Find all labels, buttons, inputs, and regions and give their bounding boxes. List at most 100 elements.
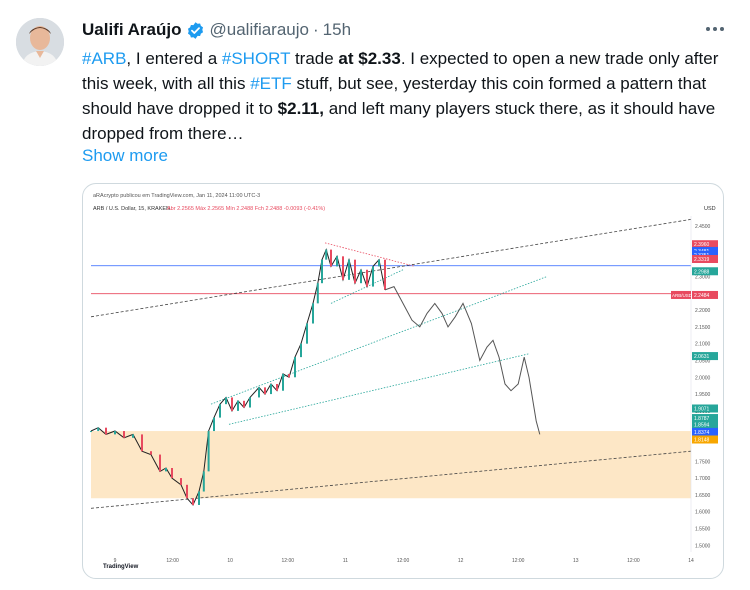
price-candle [202, 471, 205, 492]
chart-container: aRAcrypto publicou em TradingView.com, J… [89, 190, 719, 572]
x-tick-label: 9 [114, 558, 117, 564]
price-candle [180, 478, 182, 485]
price-candle [294, 357, 296, 378]
x-tick-label: 12:00 [397, 558, 410, 564]
price-candle [219, 404, 221, 418]
price-candle [141, 434, 143, 452]
x-tick-label: 12:00 [282, 558, 295, 564]
tweet-header: Ualifi Araújo @ualifiaraujo · 15h [82, 18, 351, 42]
price-candle [97, 427, 100, 432]
avatar-image [16, 18, 64, 66]
price-candle [316, 283, 319, 304]
price-badge: 1.8374 [694, 430, 710, 436]
hashtag-etf[interactable]: #ETF [250, 74, 292, 93]
price-candle [360, 269, 362, 284]
trading-chart: aRAcrypto publicou em TradingView.com, J… [89, 190, 719, 572]
chart-title: ARB / U.S. Dollar, 15, KRAKEN [93, 206, 170, 212]
author-name[interactable]: Ualifi Araújo [82, 20, 182, 39]
price-badge-bg [692, 267, 718, 276]
demand-zone [91, 431, 691, 499]
price-candle [348, 259, 350, 280]
price-candle [243, 400, 245, 408]
price-candle [150, 451, 152, 455]
more-options-icon[interactable] [706, 22, 730, 36]
x-tick-label: 11 [343, 558, 348, 564]
y-tick-label: 2.3000 [695, 274, 711, 280]
text-segment: . I expected to open a new trade only af… [82, 49, 719, 93]
hashtag-short[interactable]: #SHORT [221, 49, 291, 68]
price-candle [321, 259, 323, 284]
price-badge: 2.0631 [694, 354, 710, 360]
show-more-link[interactable]: Show more [82, 146, 168, 165]
price-candle [249, 397, 251, 408]
y-tick-label: 2.2000 [695, 308, 711, 314]
projection-path-line [384, 285, 541, 435]
price-candle [325, 249, 328, 260]
price-candle [336, 256, 338, 267]
price-candle [312, 303, 314, 324]
price-badge-bg [692, 255, 718, 264]
timestamp[interactable]: 15h [322, 20, 352, 39]
price-candle [264, 387, 266, 395]
y-tick-label: 1.5000 [695, 543, 711, 549]
x-tick-label: 12:00 [512, 558, 525, 564]
price-candle [330, 249, 332, 267]
price-candle [165, 468, 167, 472]
text-segment: stuff, but see, yesterday this coin form… [82, 74, 707, 118]
price-candle [237, 400, 239, 411]
price-series-line [90, 248, 386, 506]
price-candle [171, 468, 173, 479]
price-candle [288, 373, 290, 378]
y-tick-label: 2.0500 [695, 358, 711, 364]
price-badge-bg [692, 246, 718, 255]
y-tick-label: 1.5500 [695, 526, 711, 532]
verified-badge-icon [186, 21, 205, 40]
price-candle [276, 384, 278, 391]
price-badge-bg [692, 435, 718, 444]
tweet-text: #ARB, I entered a #SHORT trade at $2.33.… [82, 46, 722, 146]
price-badge-bg [692, 420, 718, 429]
price-candle [366, 269, 368, 287]
y-tick-label: 1.7500 [695, 459, 711, 465]
price-candle [342, 256, 344, 280]
price-candle [306, 323, 308, 344]
price-candle [192, 498, 194, 505]
price-candle [132, 434, 134, 438]
price-candle [258, 387, 260, 398]
price-candle [354, 259, 356, 284]
text-segment: and left many players stuck there, as it… [82, 99, 716, 143]
price-badge: 1.8594 [694, 423, 710, 429]
y-tick-label: 2.1000 [695, 342, 711, 348]
y-tick-label: 2.1500 [695, 325, 711, 331]
price-candle [270, 384, 272, 395]
avatar[interactable] [16, 18, 64, 66]
tweet-media[interactable]: aRAcrypto publicou em TradingView.com, J… [82, 183, 724, 579]
text-bold-target: $2.11, [277, 99, 324, 118]
trend-line [324, 242, 416, 267]
price-candle [207, 431, 210, 472]
text-segment: trade [290, 49, 339, 68]
price-badge: 1.8787 [694, 416, 710, 422]
price-candle [159, 454, 161, 472]
text-bold-entry: at $2.33 [338, 49, 401, 68]
hashtag-arb[interactable]: #ARB [82, 49, 127, 68]
trend-line [90, 450, 692, 509]
x-tick-label: 12 [458, 558, 464, 564]
trend-line [228, 353, 530, 425]
price-badge-tag: ARB/USD [672, 293, 693, 298]
price-candle [114, 431, 116, 435]
x-tick-label: 13 [573, 558, 579, 564]
author-handle[interactable]: @ualifiaraujo [209, 20, 309, 39]
y-tick-label: 2.4500 [695, 224, 711, 230]
price-candle [231, 397, 233, 411]
y-tick-label: 1.9500 [695, 392, 711, 398]
price-badge-bg [692, 404, 718, 413]
chart-header-note: aRAcrypto publicou em TradingView.com, J… [93, 193, 260, 199]
y-tick-label: 1.7000 [695, 476, 711, 482]
price-badge-bg [692, 427, 718, 436]
price-candle [105, 427, 107, 435]
price-badge-bg [692, 290, 718, 299]
x-tick-label: 12:00 [627, 558, 640, 564]
price-candle [198, 491, 200, 505]
price-candle [123, 431, 125, 438]
